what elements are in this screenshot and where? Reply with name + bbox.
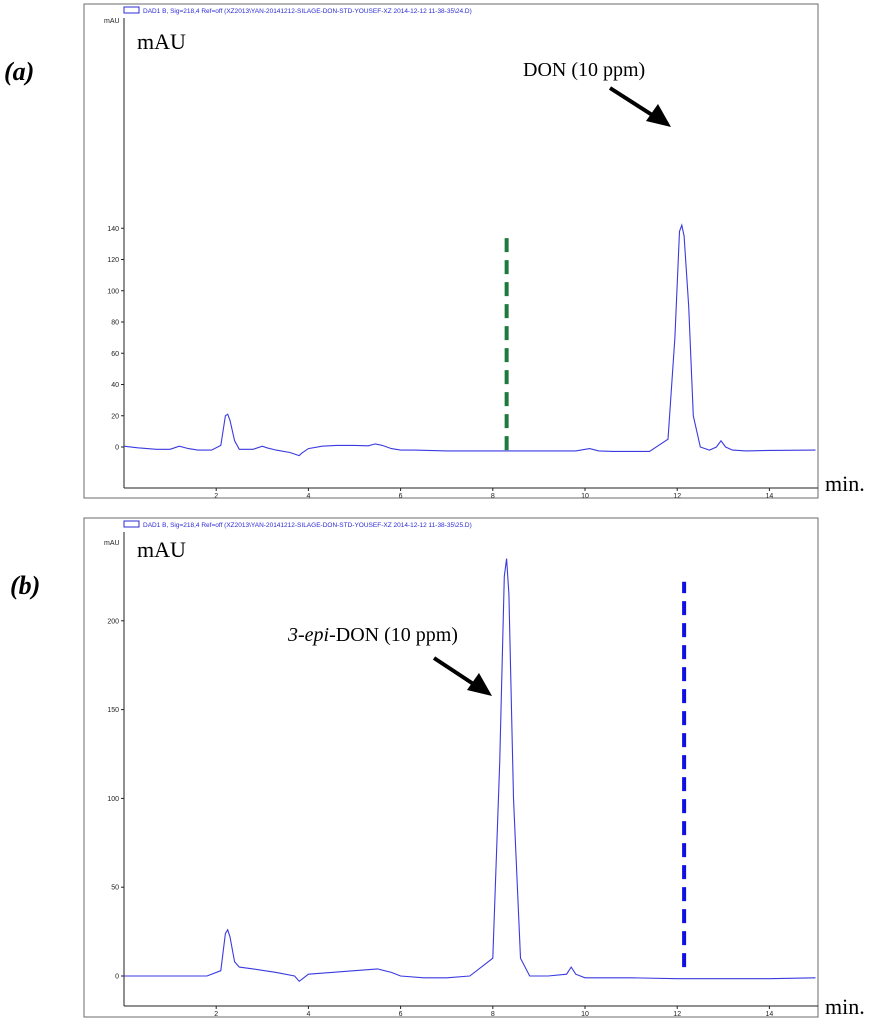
panel-b-x-tick-label: 10 xyxy=(581,1011,589,1018)
panel-a-y-tick-label: 40 xyxy=(111,382,119,389)
panel-a-x-unit: min. xyxy=(825,471,865,496)
panel-b-y-tick-label: 50 xyxy=(111,885,119,892)
panel-a-x-tick-label: 8 xyxy=(491,493,495,500)
panel-b-x-tick-label: 12 xyxy=(673,1011,681,1018)
panel-a-x-tick-label: 4 xyxy=(306,493,310,500)
panel-a-x-tick-label: 2 xyxy=(214,493,218,500)
panel-a-y-tick-label: 20 xyxy=(111,413,119,420)
panel-a-x-tick-label: 10 xyxy=(581,493,589,500)
panel-b-annotation-3epi-prefix: 3-epi xyxy=(287,624,329,646)
panel-a-legend: DAD1 B, Sig=218,4 Ref=off (XZ2013\YAN-20… xyxy=(143,8,472,15)
panel-b-chromatogram-trace xyxy=(124,558,816,983)
panel-a-y-unit-small: mAU xyxy=(104,18,120,25)
panel-a-label: (a) xyxy=(4,57,34,86)
panel-b-frame xyxy=(83,517,819,1018)
panel-a-y-tick-label: 80 xyxy=(111,320,119,327)
panel-b-y-tick-label: 150 xyxy=(107,707,119,714)
panel-a: DAD1 B, Sig=218,4 Ref=off (XZ2013\YAN-20… xyxy=(4,3,865,500)
panel-a-y-tick-label: 140 xyxy=(107,226,119,233)
panel-b: DAD1 B, Sig=218,4 Ref=off (XZ2013\YAN-20… xyxy=(10,517,865,1019)
panel-b-y-tick-label: 100 xyxy=(107,796,119,803)
panel-b-y-unit: mAU xyxy=(137,537,186,562)
panel-a-x-tick-label: 6 xyxy=(399,493,403,500)
panel-b-y-unit-small: mAU xyxy=(104,540,120,547)
panel-b-y-tick-label: 0 xyxy=(115,974,119,981)
panel-b-marks xyxy=(124,558,816,983)
panel-b-x-tick-label: 6 xyxy=(399,1011,403,1018)
panel-a-y-tick-label: 120 xyxy=(107,257,119,264)
panel-b-label: (b) xyxy=(10,571,40,600)
panel-a-x-tick-label: 14 xyxy=(766,493,774,500)
panel-b-x-tick-label: 2 xyxy=(214,1011,218,1018)
panel-a-y-tick-label: 0 xyxy=(115,445,119,452)
panel-b-legend: DAD1 B, Sig=218,4 Ref=off (XZ2013\YAN-20… xyxy=(143,522,472,529)
panel-b-x-unit: min. xyxy=(825,994,865,1019)
panel-b-annotation-3epi-suffix: -DON (10 ppm) xyxy=(329,624,458,646)
panel-b-x-tick-label: 14 xyxy=(766,1011,774,1018)
panel-a-annotation-arrowhead xyxy=(646,104,671,127)
panel-a-y-tick-label: 100 xyxy=(107,288,119,295)
panel-a-marks xyxy=(123,223,816,457)
panel-a-annotation-don: DON (10 ppm) xyxy=(523,59,645,81)
panel-a-chromatogram-trace xyxy=(123,223,816,457)
panel-a-y-unit: mAU xyxy=(137,29,186,54)
panel-b-legend-swatch xyxy=(123,520,140,528)
panel-b-y-tick-label: 200 xyxy=(107,618,119,625)
panel-b-x-tick-label: 8 xyxy=(491,1011,495,1018)
panel-a-y-tick-label: 60 xyxy=(111,351,119,358)
panel-b-x-tick-label: 4 xyxy=(306,1011,310,1018)
panel-b-annotation-arrowhead xyxy=(467,673,492,696)
panel-b-axes: 2 4 6 8 10 12 14 0 50 100 150 200 xyxy=(107,532,818,1018)
panel-a-x-tick-label: 12 xyxy=(673,493,681,500)
panel-a-legend-swatch xyxy=(123,6,140,14)
panel-a-frame xyxy=(83,3,819,499)
panel-b-annotation-3epi-don: 3-epi-DON (10 ppm) xyxy=(287,624,458,646)
